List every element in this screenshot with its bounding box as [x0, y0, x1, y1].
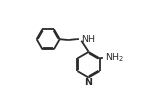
Text: NH$_2$: NH$_2$: [105, 51, 124, 64]
Text: NH: NH: [81, 35, 95, 44]
Text: N: N: [85, 78, 93, 87]
